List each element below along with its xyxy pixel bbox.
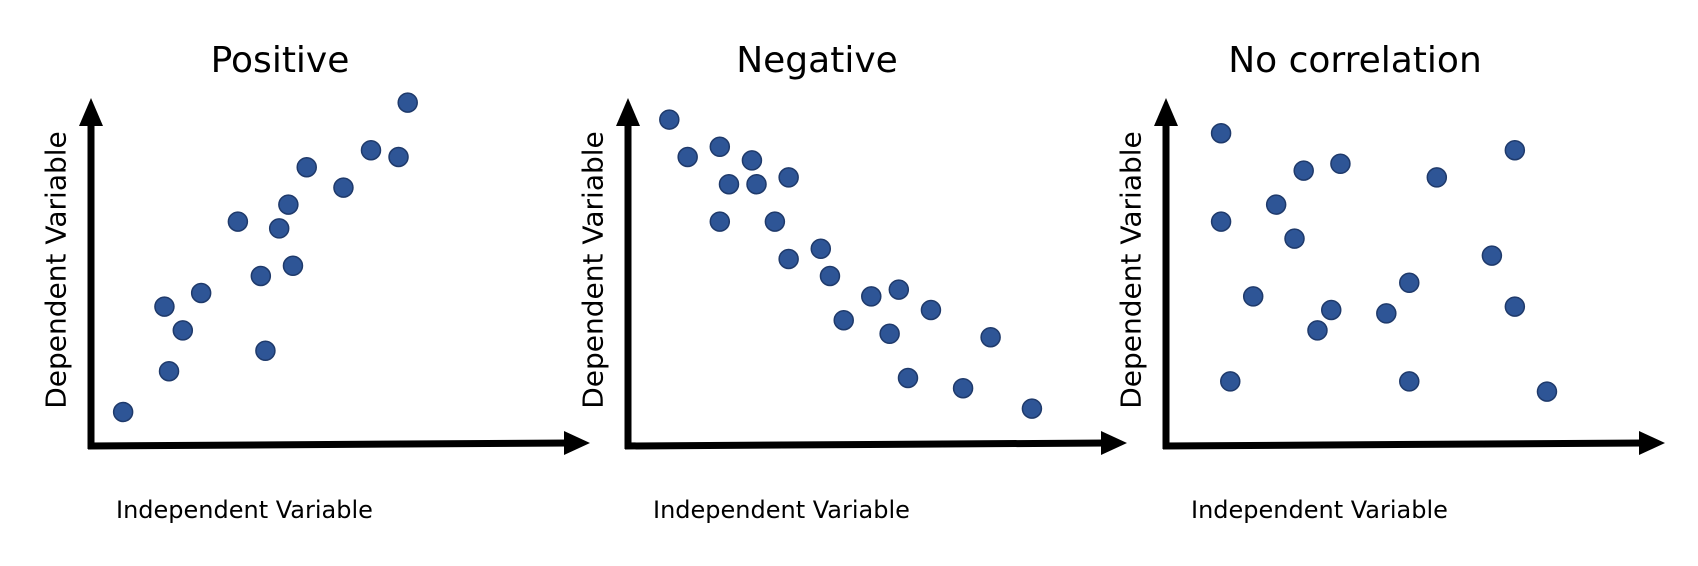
data-point [897,367,919,389]
data-point [861,286,882,307]
data-point [952,377,974,399]
data-point [1399,371,1420,392]
y-axis-arrowhead [1154,98,1178,126]
data-point [980,326,1001,348]
scatter-plot [616,98,1127,455]
data-point [677,146,698,168]
data-point [1284,228,1305,249]
x-axis-label: Independent Variable [116,496,373,524]
chart-title: No correlation [1228,40,1482,81]
data-point [709,211,731,232]
data-point [333,177,354,198]
data-point [764,211,786,232]
chart-panel-positive: Positive Dependent Variable Independent … [0,0,590,566]
data-point [920,299,942,321]
data-point [282,255,304,277]
x-axis-label: Independent Variable [1191,496,1448,524]
data-point [1293,160,1314,181]
data-point [778,248,799,270]
data-point [778,167,799,188]
chart-title: Negative [736,40,898,81]
data-point [1242,286,1264,307]
data-point [1399,272,1420,294]
data-point [1220,371,1241,392]
data-point [1320,299,1342,321]
data-point [1021,398,1043,419]
data-point [1210,122,1232,144]
data-point [172,320,194,341]
data-point [659,109,680,130]
data-point [1210,211,1232,232]
data-point [255,340,276,362]
data-point [819,265,841,287]
x-axis-line [624,439,1108,450]
data-point [278,194,299,215]
data-point [1265,194,1287,215]
data-point [397,92,418,113]
y-axis-arrowhead [79,98,103,126]
data-point [1330,153,1351,175]
data-point [1481,245,1503,266]
data-point [1504,139,1526,161]
x-axis-arrowhead [1639,431,1665,455]
data-point [268,218,290,239]
data-point [879,323,900,345]
x-axis-line [87,439,571,450]
x-axis-label: Independent Variable [653,496,910,524]
data-point [746,173,767,195]
data-point [1536,381,1558,402]
data-point [1307,320,1328,341]
x-axis-arrowhead [564,431,590,455]
x-axis-line [1162,439,1646,450]
data-point [112,401,134,423]
data-point [888,279,910,300]
data-point [709,136,731,158]
scatter-plot [79,92,590,455]
data-point [718,173,740,195]
data-point [388,146,409,168]
data-point [158,360,180,382]
x-axis-arrowhead [1101,431,1127,455]
data-point [1426,167,1448,188]
data-point [1376,303,1397,324]
y-axis-arrowhead [616,98,640,126]
data-point [360,139,382,161]
data-point [833,309,854,331]
scatter-plot [1154,98,1665,455]
chart-panel-no-correlation: No correlation Dependent Variable Indepe… [1075,0,1665,566]
data-point [154,296,175,317]
chart-panel-negative: Negative Dependent Variable Independent … [537,0,1127,566]
data-point [810,238,832,260]
data-point [741,150,763,171]
data-point [227,211,249,232]
data-point [1504,296,1526,317]
chart-title: Positive [210,40,350,81]
data-point [190,282,212,304]
data-point [296,156,317,178]
data-point [250,265,272,287]
